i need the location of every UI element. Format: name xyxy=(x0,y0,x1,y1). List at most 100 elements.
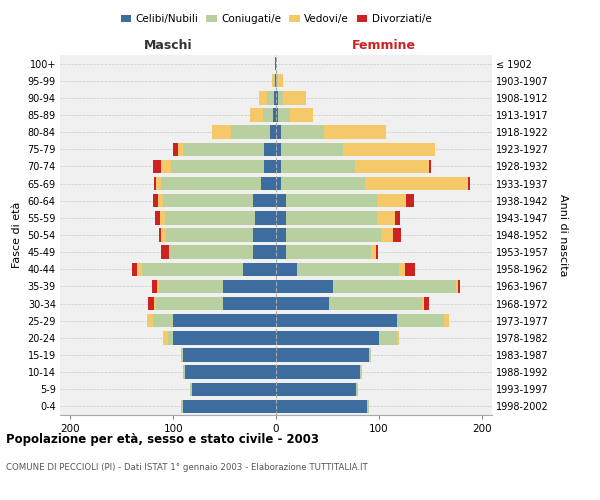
Y-axis label: Fasce di età: Fasce di età xyxy=(12,202,22,268)
Bar xyxy=(275,74,276,88)
Bar xyxy=(276,280,332,293)
Bar xyxy=(356,382,358,396)
Text: Maschi: Maschi xyxy=(143,38,193,52)
Bar xyxy=(161,160,171,173)
Y-axis label: Anni di nascita: Anni di nascita xyxy=(559,194,568,276)
Bar xyxy=(276,382,356,396)
Bar xyxy=(276,228,286,241)
Bar xyxy=(256,211,276,224)
Text: Femmine: Femmine xyxy=(352,38,416,52)
Bar xyxy=(276,400,367,413)
Bar xyxy=(184,348,276,362)
Bar xyxy=(173,331,276,344)
Bar xyxy=(181,400,184,413)
Bar xyxy=(263,160,276,173)
Bar xyxy=(276,211,286,224)
Bar xyxy=(155,177,161,190)
Bar xyxy=(152,160,161,173)
Bar xyxy=(406,194,414,207)
Bar xyxy=(132,262,137,276)
Bar xyxy=(424,297,429,310)
Bar xyxy=(276,331,379,344)
Bar xyxy=(163,194,253,207)
Bar xyxy=(273,108,276,122)
Bar xyxy=(137,262,142,276)
Bar xyxy=(281,142,343,156)
Bar xyxy=(181,348,184,362)
Bar xyxy=(365,177,469,190)
Bar xyxy=(276,194,286,207)
Bar xyxy=(184,400,276,413)
Bar xyxy=(169,246,253,259)
Bar xyxy=(231,126,270,139)
Bar xyxy=(296,262,400,276)
Bar xyxy=(456,280,458,293)
Bar xyxy=(283,91,306,104)
Bar xyxy=(191,382,276,396)
Bar xyxy=(276,74,278,88)
Bar xyxy=(168,331,173,344)
Bar xyxy=(371,246,376,259)
Bar xyxy=(286,228,381,241)
Bar xyxy=(278,74,283,88)
Bar xyxy=(281,126,325,139)
Bar xyxy=(343,142,436,156)
Bar xyxy=(329,297,422,310)
Bar xyxy=(395,211,400,224)
Bar xyxy=(290,108,313,122)
Bar xyxy=(223,280,276,293)
Bar xyxy=(250,108,263,122)
Bar xyxy=(173,142,178,156)
Bar xyxy=(154,297,155,310)
Bar xyxy=(443,314,449,328)
Bar xyxy=(286,194,377,207)
Bar xyxy=(276,126,281,139)
Bar xyxy=(253,228,276,241)
Bar xyxy=(253,246,276,259)
Bar xyxy=(159,280,223,293)
Bar xyxy=(276,177,281,190)
Bar xyxy=(397,314,443,328)
Bar xyxy=(173,314,276,328)
Bar xyxy=(161,177,260,190)
Bar xyxy=(152,314,173,328)
Bar xyxy=(272,74,274,88)
Bar xyxy=(178,142,184,156)
Bar xyxy=(243,262,276,276)
Bar xyxy=(276,366,361,379)
Bar xyxy=(400,262,404,276)
Bar xyxy=(190,382,191,396)
Bar xyxy=(263,108,273,122)
Bar xyxy=(223,297,276,310)
Text: Popolazione per età, sesso e stato civile - 2003: Popolazione per età, sesso e stato civil… xyxy=(6,432,319,446)
Bar xyxy=(275,57,276,70)
Bar xyxy=(161,228,166,241)
Bar xyxy=(184,366,185,379)
Bar xyxy=(458,280,460,293)
Bar xyxy=(157,280,159,293)
Bar xyxy=(325,126,386,139)
Bar xyxy=(361,366,362,379)
Bar xyxy=(469,177,470,190)
Text: COMUNE DI PECCIOLI (PI) - Dati ISTAT 1° gennaio 2003 - Elaborazione TUTTITALIA.I: COMUNE DI PECCIOLI (PI) - Dati ISTAT 1° … xyxy=(6,462,368,471)
Bar xyxy=(422,297,424,310)
Bar xyxy=(286,211,377,224)
Bar xyxy=(267,91,274,104)
Bar xyxy=(278,108,290,122)
Bar xyxy=(281,177,365,190)
Bar xyxy=(276,108,278,122)
Bar xyxy=(152,194,158,207)
Bar xyxy=(276,142,281,156)
Bar xyxy=(270,126,276,139)
Bar xyxy=(274,91,276,104)
Bar xyxy=(276,246,286,259)
Bar xyxy=(281,160,355,173)
Bar xyxy=(276,262,296,276)
Bar xyxy=(377,194,406,207)
Bar xyxy=(368,348,371,362)
Bar xyxy=(332,280,456,293)
Bar xyxy=(142,262,243,276)
Bar xyxy=(286,246,371,259)
Bar xyxy=(152,280,157,293)
Bar xyxy=(376,246,378,259)
